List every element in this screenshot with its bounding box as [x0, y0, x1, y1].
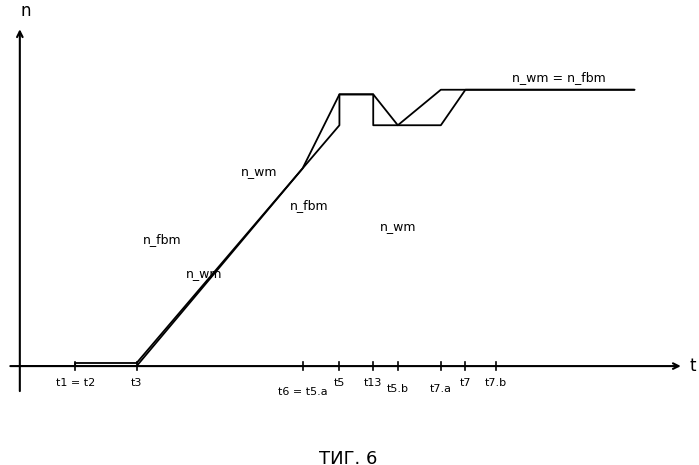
Text: n_wm: n_wm — [241, 165, 278, 178]
Text: t3: t3 — [131, 378, 143, 388]
Text: n: n — [21, 2, 31, 20]
Text: t5.b: t5.b — [387, 384, 409, 394]
Text: n_wm: n_wm — [186, 266, 222, 279]
Text: t7.a: t7.a — [430, 384, 452, 394]
Text: t: t — [690, 357, 696, 375]
Text: t13: t13 — [364, 378, 382, 388]
Text: n_wm = n_fbm: n_wm = n_fbm — [512, 71, 605, 84]
Text: n_fbm: n_fbm — [143, 232, 181, 246]
Text: t1 = t2: t1 = t2 — [55, 378, 95, 388]
Text: t5: t5 — [333, 378, 345, 388]
Text: n_fbm: n_fbm — [290, 199, 329, 212]
Text: t6 = t5.a: t6 = t5.a — [278, 387, 327, 397]
Text: ΤИГ. 6: ΤИГ. 6 — [319, 450, 378, 465]
Text: t7: t7 — [460, 378, 471, 388]
Text: n_wm: n_wm — [380, 220, 416, 233]
Text: t7.b: t7.b — [485, 378, 507, 388]
